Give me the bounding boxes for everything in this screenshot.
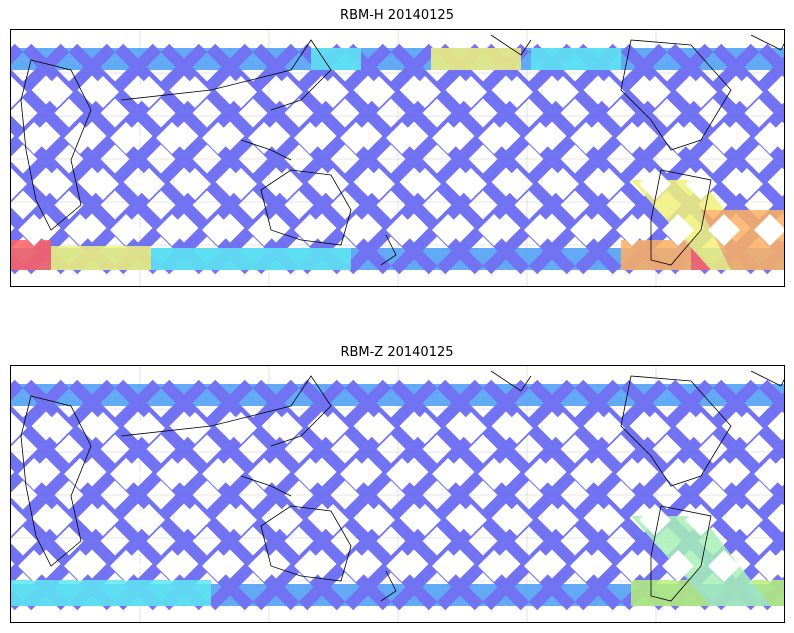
map-panel-bottom bbox=[10, 365, 785, 623]
map-canvas-top bbox=[11, 30, 784, 286]
map-canvas-bottom bbox=[11, 366, 784, 622]
coastlines bbox=[20, 34, 784, 266]
swath-gaps bbox=[11, 412, 784, 582]
map-panel-top bbox=[10, 29, 785, 287]
value-hotspots bbox=[11, 48, 784, 270]
value-hotspots bbox=[11, 516, 784, 606]
panel-title-top: RBM-H 20140125 bbox=[340, 8, 454, 23]
panel-title-bottom: RBM-Z 20140125 bbox=[340, 345, 454, 360]
coastlines bbox=[20, 370, 784, 602]
